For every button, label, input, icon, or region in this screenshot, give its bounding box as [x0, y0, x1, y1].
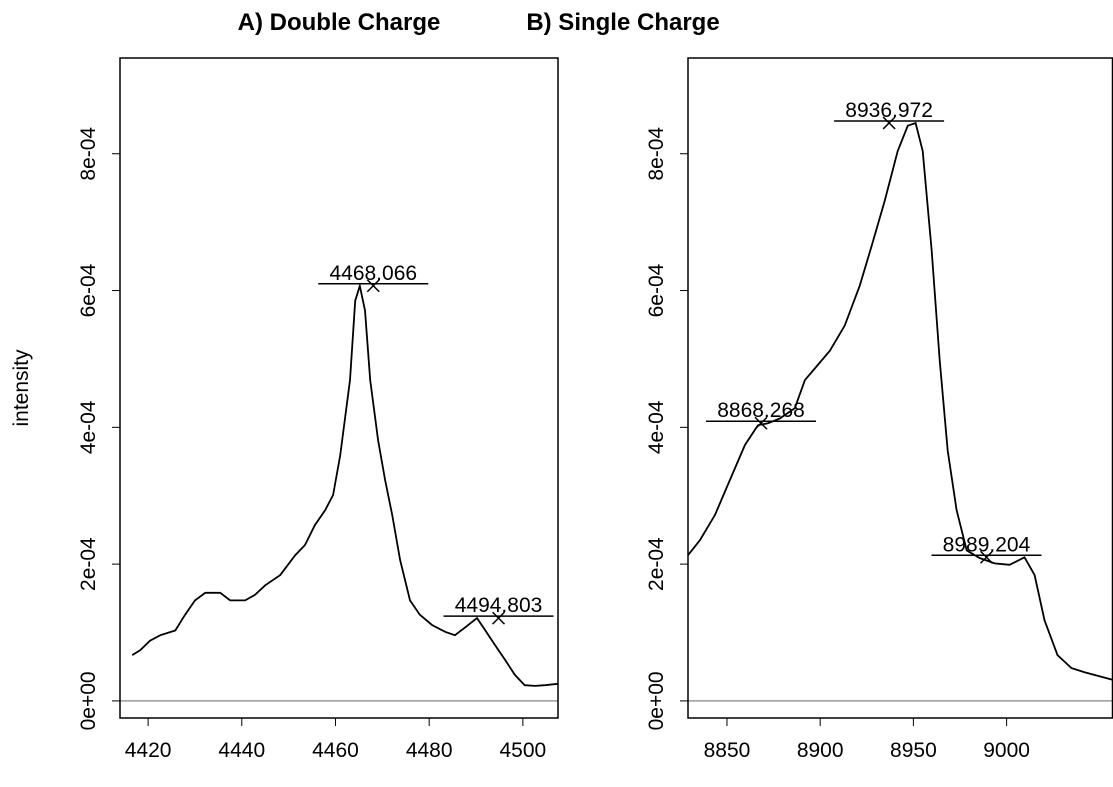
x-tick-label: 4460: [312, 739, 359, 762]
y-tick-label: 2e-04: [77, 537, 100, 591]
plot-frame: [687, 57, 1113, 719]
peak-label: 8868.268: [717, 399, 805, 422]
y-tick-label: 4e-04: [645, 400, 668, 454]
peak-marker: [366, 279, 380, 293]
y-tick-label: 8e-04: [645, 127, 668, 181]
chart-title: A) Double Charge: [238, 9, 441, 36]
peak-marker: [754, 416, 768, 430]
peak-marker: [491, 611, 506, 625]
x-tick-label: 4480: [406, 739, 453, 762]
peak-marker: [979, 550, 994, 564]
x-tick-label: 4440: [218, 739, 265, 762]
plot-area: [120, 282, 558, 702]
x-tick-label: 4420: [125, 739, 172, 762]
peak-label: 8989.204: [943, 533, 1031, 556]
y-tick-label: 6e-04: [77, 263, 100, 317]
spectrum-line: [688, 121, 1113, 681]
peak-label: 8936.972: [845, 99, 933, 122]
x-tick-label: 4500: [500, 739, 547, 762]
x-tick-label: 8950: [890, 739, 937, 762]
y-axis-label: intensity: [10, 349, 33, 427]
peak-label: 4494.803: [455, 594, 543, 617]
x-tick-label: 8900: [797, 739, 844, 762]
y-tick-label: 8e-04: [77, 127, 100, 181]
y-tick-label: 4e-04: [77, 400, 100, 454]
chart-title: B) Single Charge: [526, 9, 719, 36]
plot-area: [688, 121, 1113, 702]
peak-marker: [882, 116, 896, 130]
y-tick-label: 0e+00: [77, 671, 100, 730]
spectrum-line: [131, 282, 558, 687]
plot-frame: [119, 57, 559, 719]
x-tick-label: 9000: [983, 739, 1030, 762]
y-tick-label: 0e+00: [645, 671, 668, 730]
y-tick-label: 2e-04: [645, 537, 668, 591]
peak-label: 4468.066: [329, 262, 417, 285]
x-tick-label: 8850: [704, 739, 751, 762]
y-tick-label: 6e-04: [645, 263, 668, 317]
